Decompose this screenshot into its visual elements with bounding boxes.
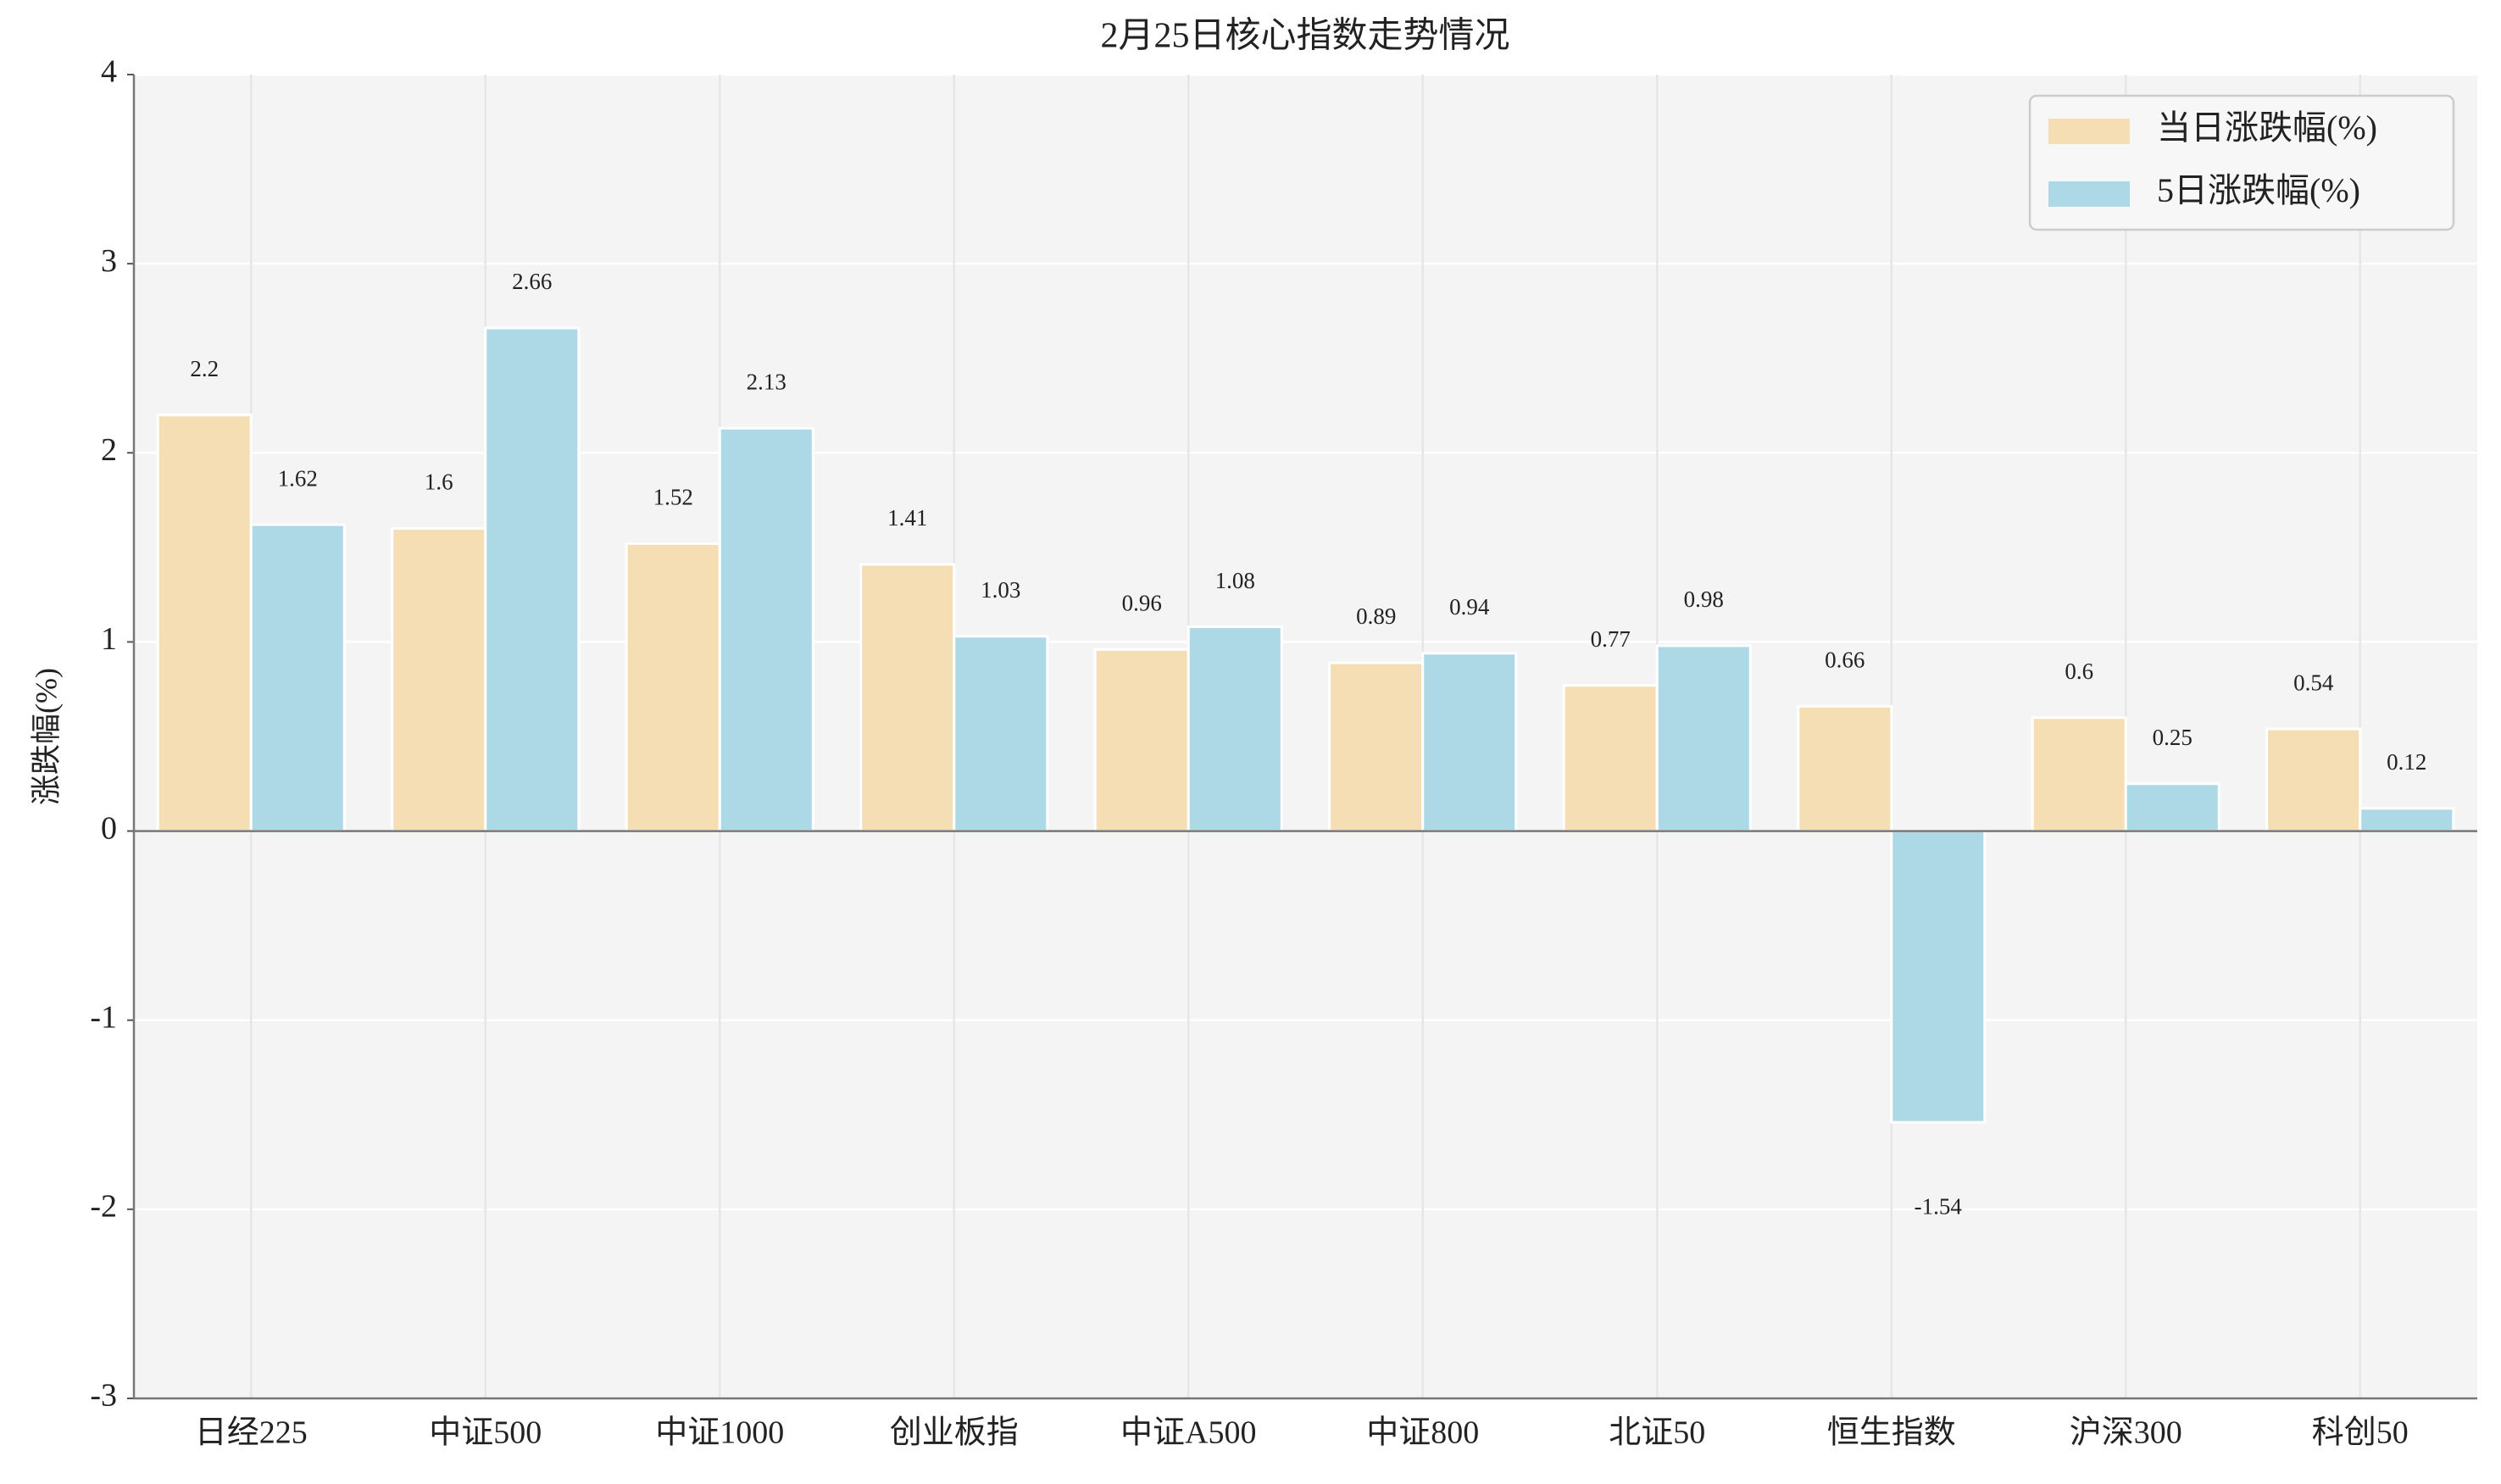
y-tick-label: -2 bbox=[90, 1189, 117, 1225]
bar bbox=[1421, 652, 1518, 833]
data-label: 1.41 bbox=[887, 505, 927, 531]
data-label: 0.94 bbox=[1449, 594, 1490, 620]
bar bbox=[718, 426, 814, 833]
bar bbox=[156, 414, 253, 833]
bar bbox=[625, 542, 721, 833]
x-tick-label: 创业板指 bbox=[890, 1415, 1019, 1451]
legend-swatch bbox=[2048, 119, 2130, 144]
data-label: 0.98 bbox=[1684, 586, 1724, 612]
legend-label: 5日涨跌幅(%) bbox=[2157, 171, 2360, 209]
x-tick-label: 科创50 bbox=[2312, 1415, 2409, 1451]
data-label: 0.25 bbox=[2153, 725, 2193, 750]
data-label: 2.66 bbox=[512, 269, 552, 294]
data-label: 1.6 bbox=[425, 470, 453, 495]
bar bbox=[953, 635, 1049, 833]
bar bbox=[1655, 644, 1752, 833]
x-tick-label: 日经225 bbox=[195, 1415, 308, 1451]
data-label: 1.62 bbox=[278, 465, 318, 491]
data-label: 0.89 bbox=[1356, 603, 1396, 629]
bar bbox=[1890, 830, 1987, 1124]
y-axis-label: 涨跌幅(%) bbox=[29, 668, 63, 805]
bar bbox=[1187, 625, 1283, 833]
data-label: 1.08 bbox=[1215, 568, 1255, 593]
x-tick-label: 沪深300 bbox=[2070, 1415, 2182, 1451]
data-label: 0.77 bbox=[1591, 626, 1631, 652]
bar bbox=[249, 523, 346, 833]
legend-label: 当日涨跌幅(%) bbox=[2157, 108, 2377, 147]
data-label: 0.6 bbox=[2065, 659, 2093, 684]
y-tick-label: 3 bbox=[101, 243, 117, 279]
data-label: 0.96 bbox=[1122, 591, 1162, 616]
x-tick-label: 中证1000 bbox=[655, 1415, 784, 1451]
x-tick-label: 中证800 bbox=[1366, 1415, 1479, 1451]
bar bbox=[1093, 648, 1190, 833]
y-tick-label: -1 bbox=[90, 999, 117, 1035]
bar bbox=[1797, 704, 1893, 833]
chart-title: 2月25日核心指数走势情况 bbox=[1100, 17, 1509, 56]
bar bbox=[2359, 807, 2455, 833]
x-tick-label: 中证A500 bbox=[1120, 1415, 1256, 1451]
data-label: 0.54 bbox=[2293, 670, 2334, 695]
bar bbox=[1328, 661, 1425, 833]
bar bbox=[2031, 716, 2127, 833]
x-tick-label: 恒生指数 bbox=[1827, 1415, 1956, 1451]
bar bbox=[859, 563, 956, 833]
bar bbox=[391, 527, 487, 833]
x-tick-label: 北证50 bbox=[1609, 1415, 1705, 1451]
y-tick-label: 0 bbox=[101, 810, 117, 846]
bar bbox=[1562, 684, 1659, 833]
data-label: 0.12 bbox=[2387, 749, 2426, 775]
data-label: -1.54 bbox=[1915, 1193, 1963, 1219]
y-tick-label: -3 bbox=[90, 1378, 117, 1414]
data-label: 1.52 bbox=[653, 485, 693, 510]
x-tick-label: 中证500 bbox=[429, 1415, 542, 1451]
bar bbox=[2124, 782, 2220, 833]
y-tick-label: 1 bbox=[101, 621, 117, 657]
data-label: 2.13 bbox=[747, 369, 786, 394]
bar bbox=[2265, 727, 2362, 833]
bar bbox=[484, 326, 581, 833]
y-tick-label: 2 bbox=[101, 432, 117, 468]
data-label: 2.2 bbox=[190, 356, 219, 381]
y-tick-label: 4 bbox=[101, 54, 117, 90]
data-label: 1.03 bbox=[981, 577, 1020, 603]
data-label: 0.66 bbox=[1825, 648, 1865, 673]
legend-box bbox=[2028, 94, 2455, 231]
legend-swatch bbox=[2048, 181, 2130, 207]
